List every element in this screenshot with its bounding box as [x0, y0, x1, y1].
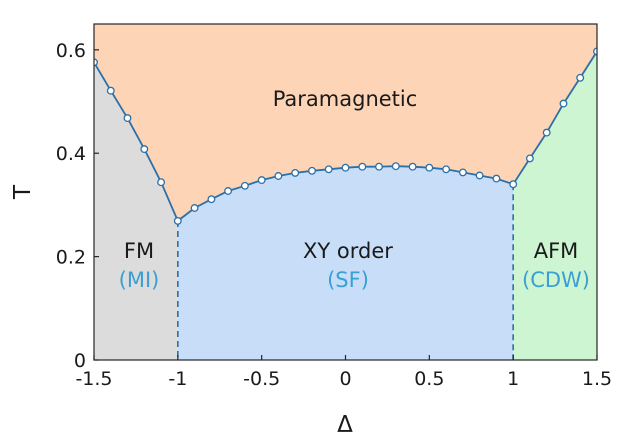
boundary-point [341, 163, 350, 172]
boundary-point [408, 162, 417, 171]
x-axis-label: Δ [337, 412, 353, 438]
y-tick-label: 0.2 [56, 247, 86, 269]
boundary-point [291, 168, 300, 177]
boundary-point [94, 58, 98, 67]
x-tick-label: -1.5 [75, 368, 112, 390]
boundary-point [593, 47, 597, 56]
boundary-point [509, 180, 518, 189]
boundary-point [525, 154, 534, 163]
boundary-point [274, 172, 283, 180]
y-tick-label: 0.4 [56, 143, 86, 165]
boundary-point [140, 145, 149, 154]
y-tick-label: 0.6 [56, 40, 86, 62]
region-label-fm: FM [124, 239, 154, 263]
boundary-point [442, 165, 451, 174]
region-label-paramagnetic: Paramagnetic [273, 87, 418, 111]
boundary-point [257, 176, 266, 185]
paramagnetic-region [94, 24, 597, 221]
region-sub-cdw: (CDW) [522, 268, 590, 292]
y-tick-label: 0 [74, 350, 86, 372]
boundary-point [475, 171, 484, 180]
fm-region [94, 62, 178, 360]
xy-order-region [177, 166, 514, 360]
boundary-point [224, 187, 233, 195]
boundary-point [559, 99, 568, 108]
x-tick-label: 1.5 [582, 368, 612, 390]
y-axis-ticks: 0 0.2 0.4 0.6 [56, 40, 99, 372]
x-tick-label: 0.5 [414, 368, 444, 390]
boundary-point [240, 181, 249, 190]
boundary-point [190, 204, 199, 212]
boundary-point [375, 162, 383, 171]
x-tick-label: 1 [507, 368, 519, 390]
boundary-point [324, 165, 333, 174]
boundary-point [425, 163, 434, 172]
plot-area [94, 24, 597, 360]
boundary-point [542, 128, 551, 137]
afm-region [513, 51, 597, 360]
boundary-point [173, 216, 182, 225]
boundary-point [207, 195, 216, 204]
x-tick-label: -0.5 [243, 368, 280, 390]
y-axis-label: T [10, 184, 36, 200]
boundary-point [358, 162, 367, 171]
boundary-point [106, 86, 115, 95]
boundary-point [391, 162, 400, 171]
x-axis-ticks: -1.5 -1 -0.5 0 0.5 1 1.5 [75, 355, 612, 390]
region-sub-mi: (MI) [119, 268, 160, 292]
boundary-point [157, 178, 166, 187]
region-label-xy-order: XY order [303, 239, 393, 263]
x-tick-label: -1 [168, 368, 187, 390]
boundary-point [458, 168, 467, 177]
region-sub-sf: (SF) [327, 268, 369, 292]
x-tick-label: 0 [339, 368, 351, 390]
region-label-afm: AFM [534, 239, 579, 263]
boundary-point [492, 174, 501, 183]
boundary-point [576, 73, 585, 82]
boundary-point [123, 114, 132, 123]
boundary-point [308, 166, 316, 175]
phase-boundary-points [94, 47, 597, 225]
